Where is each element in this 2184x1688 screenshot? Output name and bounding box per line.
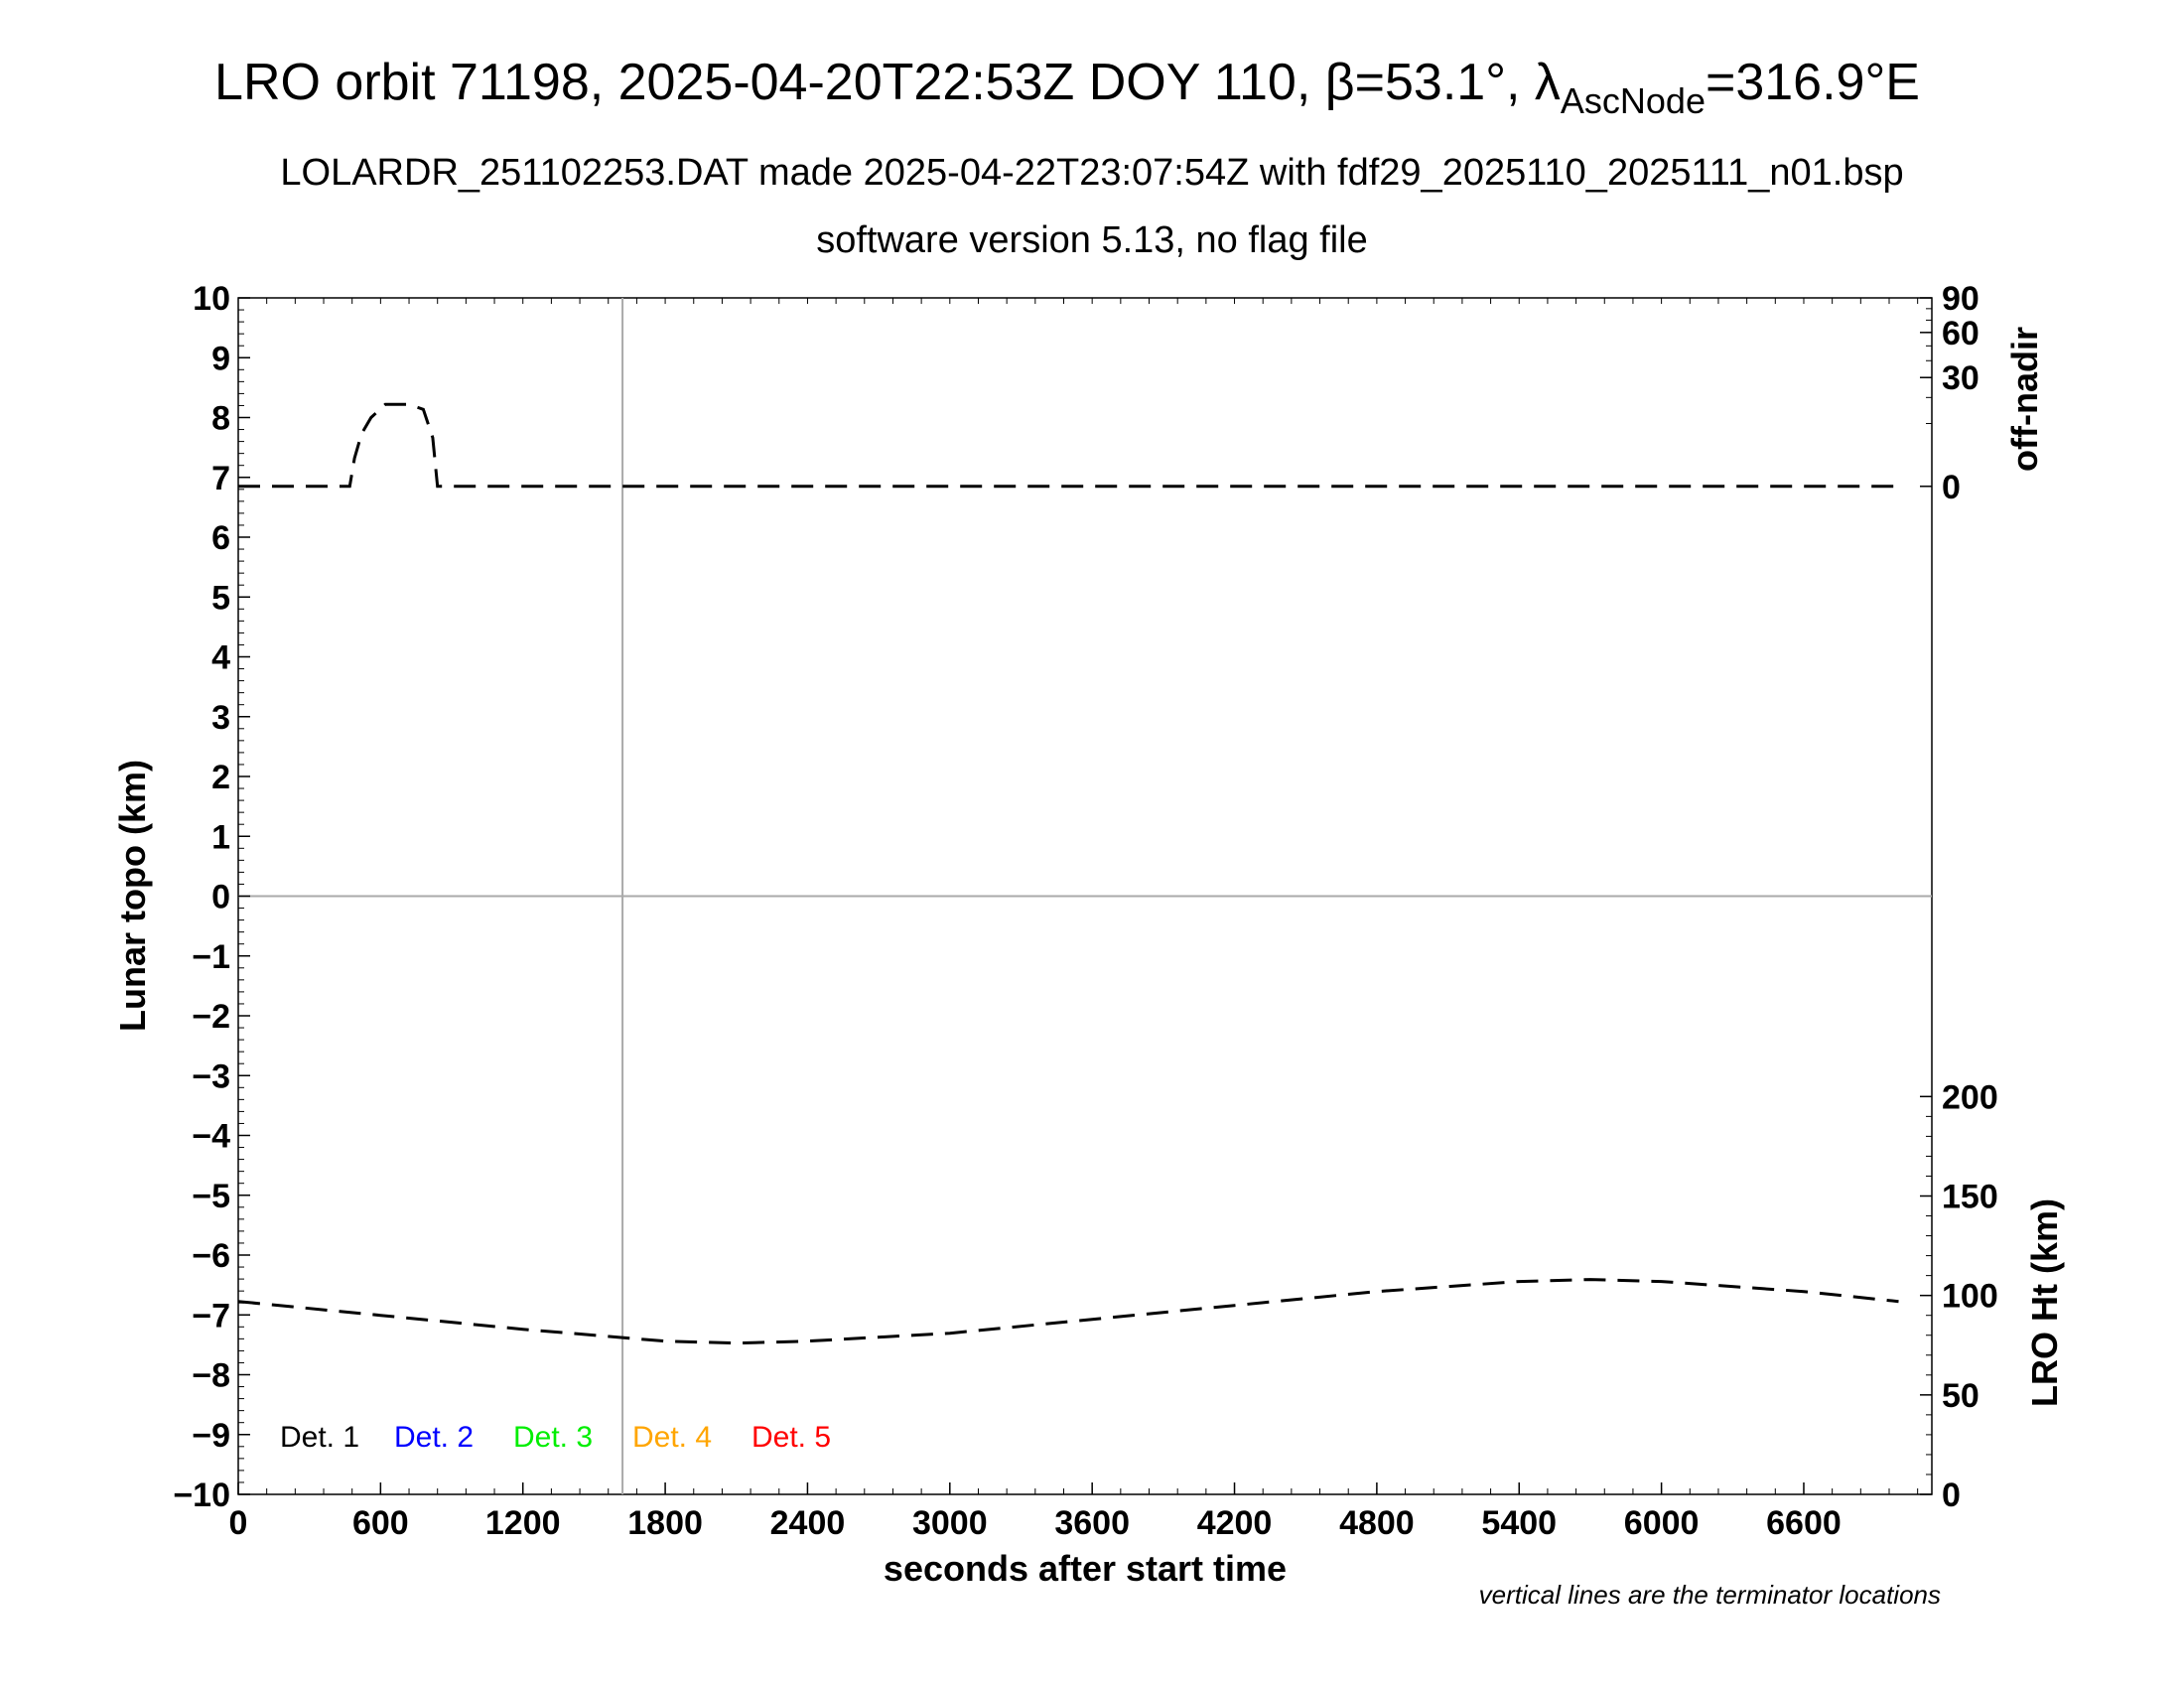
x-tick-label: 5400 bbox=[1481, 1504, 1557, 1542]
legend-det-2: Det. 2 bbox=[394, 1421, 474, 1454]
y-tick-label: 3 bbox=[211, 699, 230, 737]
x-tick-label: 600 bbox=[352, 1504, 409, 1542]
y-tick-label: −10 bbox=[173, 1477, 230, 1514]
y-tick-label: −6 bbox=[192, 1237, 230, 1275]
y-tick-label: 5 bbox=[211, 579, 230, 617]
x-tick-label: 4200 bbox=[1197, 1504, 1273, 1542]
legend: Det. 1 Det. 2 Det. 3 Det. 4 Det. 5 bbox=[280, 1421, 831, 1454]
y-axis-label: Lunar topo (km) bbox=[112, 760, 153, 1032]
lro-height-series bbox=[237, 1278, 1899, 1345]
lro-height-tick-label: 50 bbox=[1942, 1377, 1979, 1415]
y-tick-label: −4 bbox=[192, 1118, 230, 1156]
y-tick-label: 7 bbox=[211, 460, 230, 497]
y-tick-label: −9 bbox=[192, 1417, 230, 1455]
y-tick-label: −2 bbox=[192, 998, 230, 1036]
lro-height-tick-label: 100 bbox=[1942, 1278, 1998, 1316]
y-tick-label: 6 bbox=[211, 519, 230, 557]
y-tick-label: −5 bbox=[192, 1178, 230, 1215]
y-tick-label: 2 bbox=[211, 759, 230, 796]
x-tick-label: 6600 bbox=[1766, 1504, 1842, 1542]
y-tick-label: −1 bbox=[192, 938, 230, 976]
y-tick-label: 4 bbox=[211, 639, 230, 677]
x-tick-label: 3000 bbox=[912, 1504, 988, 1542]
y-tick-label: 1 bbox=[211, 818, 230, 856]
off-nadir-tick-label: 90 bbox=[1942, 280, 1979, 318]
x-tick-label: 1200 bbox=[485, 1504, 561, 1542]
x-tick-label: 1800 bbox=[627, 1504, 703, 1542]
y-tick-label: −8 bbox=[192, 1357, 230, 1395]
x-tick-label: 2400 bbox=[770, 1504, 846, 1542]
terminator-footnote: vertical lines are the terminator locati… bbox=[1479, 1580, 1941, 1610]
chart-title: LRO orbit 71198, 2025-04-20T22:53Z DOY 1… bbox=[214, 54, 1920, 121]
off-nadir-tick-label: 30 bbox=[1942, 359, 1979, 397]
off-nadir-axis-label: off-nadir bbox=[2004, 327, 2045, 472]
off-nadir-tick-label: 0 bbox=[1942, 469, 1961, 506]
y-tick-label: 10 bbox=[193, 280, 230, 318]
legend-det-3: Det. 3 bbox=[513, 1421, 593, 1454]
y-tick-label: 8 bbox=[211, 400, 230, 438]
legend-det-5: Det. 5 bbox=[751, 1421, 831, 1454]
y-tick-label: 0 bbox=[211, 879, 230, 916]
x-tick-label: 0 bbox=[229, 1504, 248, 1542]
x-tick-label: 6000 bbox=[1624, 1504, 1700, 1542]
chart-subtitle-file: LOLARDR_251102253.DAT made 2025-04-22T23… bbox=[280, 152, 1903, 194]
lro-height-axis-label: LRO Ht (km) bbox=[2024, 1198, 2065, 1407]
x-tick-label: 4800 bbox=[1339, 1504, 1415, 1542]
chart-subtitle-version: software version 5.13, no flag file bbox=[816, 219, 1368, 261]
y-tick-label: 9 bbox=[211, 340, 230, 377]
off-nadir-series bbox=[238, 402, 1899, 489]
x-axis-label: seconds after start time bbox=[884, 1548, 1287, 1589]
lro-height-tick-label: 200 bbox=[1942, 1078, 1998, 1116]
legend-det-1: Det. 1 bbox=[280, 1421, 359, 1454]
lro-height-tick-label: 0 bbox=[1942, 1477, 1961, 1514]
off-nadir-tick-label: 60 bbox=[1942, 315, 1979, 352]
y-tick-label: −7 bbox=[192, 1297, 230, 1335]
lro-height-tick-label: 150 bbox=[1942, 1179, 1998, 1216]
y-tick-label: −3 bbox=[192, 1057, 230, 1095]
x-tick-label: 3600 bbox=[1054, 1504, 1130, 1542]
legend-det-4: Det. 4 bbox=[632, 1421, 712, 1454]
